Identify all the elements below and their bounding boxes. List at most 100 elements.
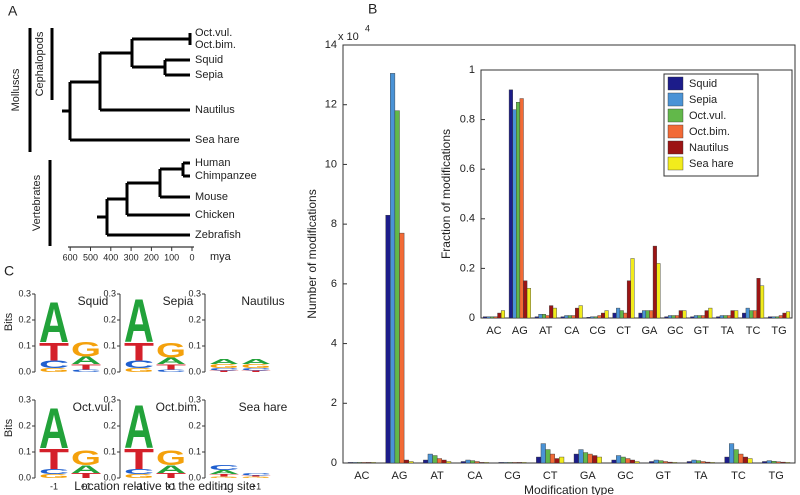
bar: [370, 462, 376, 464]
taxon-label: Zebrafish: [195, 229, 241, 241]
logo-title: Sea hare: [239, 400, 288, 414]
x-tick-label: 600: [63, 252, 78, 262]
x-tick-label: 0: [189, 252, 194, 262]
bar: [470, 460, 476, 464]
bar: [519, 98, 524, 319]
logo-letter: A: [156, 463, 186, 475]
bar: [708, 307, 713, 319]
bar: [733, 449, 739, 464]
bar: [423, 459, 429, 464]
axis-unit: mya: [210, 251, 232, 263]
legend-label: Oct.vul.: [689, 110, 726, 122]
legend-label: Sea hare: [689, 158, 734, 170]
bar: [612, 312, 617, 319]
bar: [771, 316, 776, 319]
x-tick-label: AT: [539, 325, 553, 337]
logo-letter: G: [241, 363, 271, 369]
bar: [545, 449, 551, 464]
bar: [724, 456, 730, 464]
bar: [408, 461, 414, 464]
x-tick-label: 500: [83, 252, 98, 262]
y-tick-label: 0: [469, 312, 475, 324]
y-tick-label: 0.8: [460, 114, 475, 126]
bar: [497, 312, 502, 319]
bar: [586, 317, 591, 319]
bar: [498, 462, 504, 464]
bar: [696, 460, 702, 464]
bar: [642, 310, 647, 319]
bar: [747, 458, 753, 464]
y-tick-label: 14: [325, 39, 337, 51]
bar: [719, 315, 724, 319]
legend-swatch: [667, 76, 684, 91]
bar: [516, 462, 522, 464]
y-tick-label: 0.2: [18, 314, 31, 324]
bar: [479, 462, 485, 464]
bar: [771, 461, 777, 464]
bar: [441, 459, 447, 464]
x-tick-label: CG: [589, 325, 606, 337]
logo-letter: G: [39, 367, 69, 373]
bar: [766, 460, 772, 464]
y-tick-label: 2: [331, 397, 337, 409]
bar: [738, 453, 744, 464]
bar: [716, 316, 721, 319]
logo-letter: T: [39, 443, 69, 476]
bar: [490, 316, 495, 319]
bar: [564, 315, 569, 319]
logo-letter: G: [156, 446, 186, 470]
x-tick-label: GC: [667, 325, 684, 337]
bar: [347, 462, 353, 464]
x-tick-label: TA: [694, 470, 708, 482]
bar: [775, 461, 781, 464]
bar: [704, 310, 709, 319]
y-tick-label: 0.1: [103, 340, 116, 350]
bar: [521, 462, 527, 464]
logo-letter: A: [71, 463, 101, 475]
logo-letter: T: [156, 363, 186, 371]
axis-multiplier: x 10: [338, 31, 359, 43]
y-tick-label: 0.0: [188, 472, 201, 482]
bar: [667, 315, 672, 319]
bar: [604, 310, 609, 319]
x-tick-label: +1: [166, 481, 176, 491]
x-tick-label: AT: [431, 470, 445, 482]
x-tick-label: 300: [124, 252, 139, 262]
y-tick-label: 0.1: [188, 340, 201, 350]
bar: [516, 102, 521, 319]
bar: [616, 455, 622, 464]
bar: [682, 310, 687, 319]
y-tick-label: 8: [331, 218, 337, 230]
x-tick-label: TC: [746, 325, 761, 337]
bar: [385, 214, 391, 464]
x-tick-label: +1: [81, 481, 91, 491]
y-tick-label: 0.3: [103, 288, 116, 298]
y-tick-label: 0.2: [103, 314, 116, 324]
logo-letter: T: [124, 338, 154, 366]
bar: [483, 462, 489, 464]
bar: [671, 315, 676, 319]
bar: [727, 315, 732, 319]
y-tick-label: 0.0: [103, 472, 116, 482]
logo-letter: A: [209, 358, 239, 366]
bar: [540, 443, 546, 464]
x-tick-label: -1: [135, 481, 143, 491]
y-tick-label: 12: [325, 99, 337, 111]
y-tick-label: 0.3: [188, 288, 201, 298]
bar: [760, 285, 765, 319]
logo-letter: C: [39, 468, 69, 476]
bar: [571, 315, 576, 319]
bar: [507, 462, 513, 464]
x-tick-label: CT: [543, 470, 558, 482]
x-tick-label: GT: [694, 325, 710, 337]
taxon-label: Chimpanzee: [195, 170, 257, 182]
panel-label: B: [368, 1, 377, 17]
bar: [778, 315, 783, 319]
x-tick-label: +1: [251, 481, 261, 491]
bar: [549, 305, 554, 319]
y-tick-label: 0.2: [18, 420, 31, 430]
bar: [662, 461, 668, 464]
bar: [667, 461, 673, 464]
bar: [554, 458, 560, 464]
logo-letter: G: [71, 337, 101, 361]
